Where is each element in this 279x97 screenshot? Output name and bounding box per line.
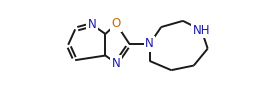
Text: O: O — [112, 17, 121, 30]
Text: N: N — [88, 18, 97, 31]
Text: N: N — [145, 37, 154, 50]
Text: N: N — [112, 57, 121, 70]
Text: NH: NH — [193, 24, 210, 37]
